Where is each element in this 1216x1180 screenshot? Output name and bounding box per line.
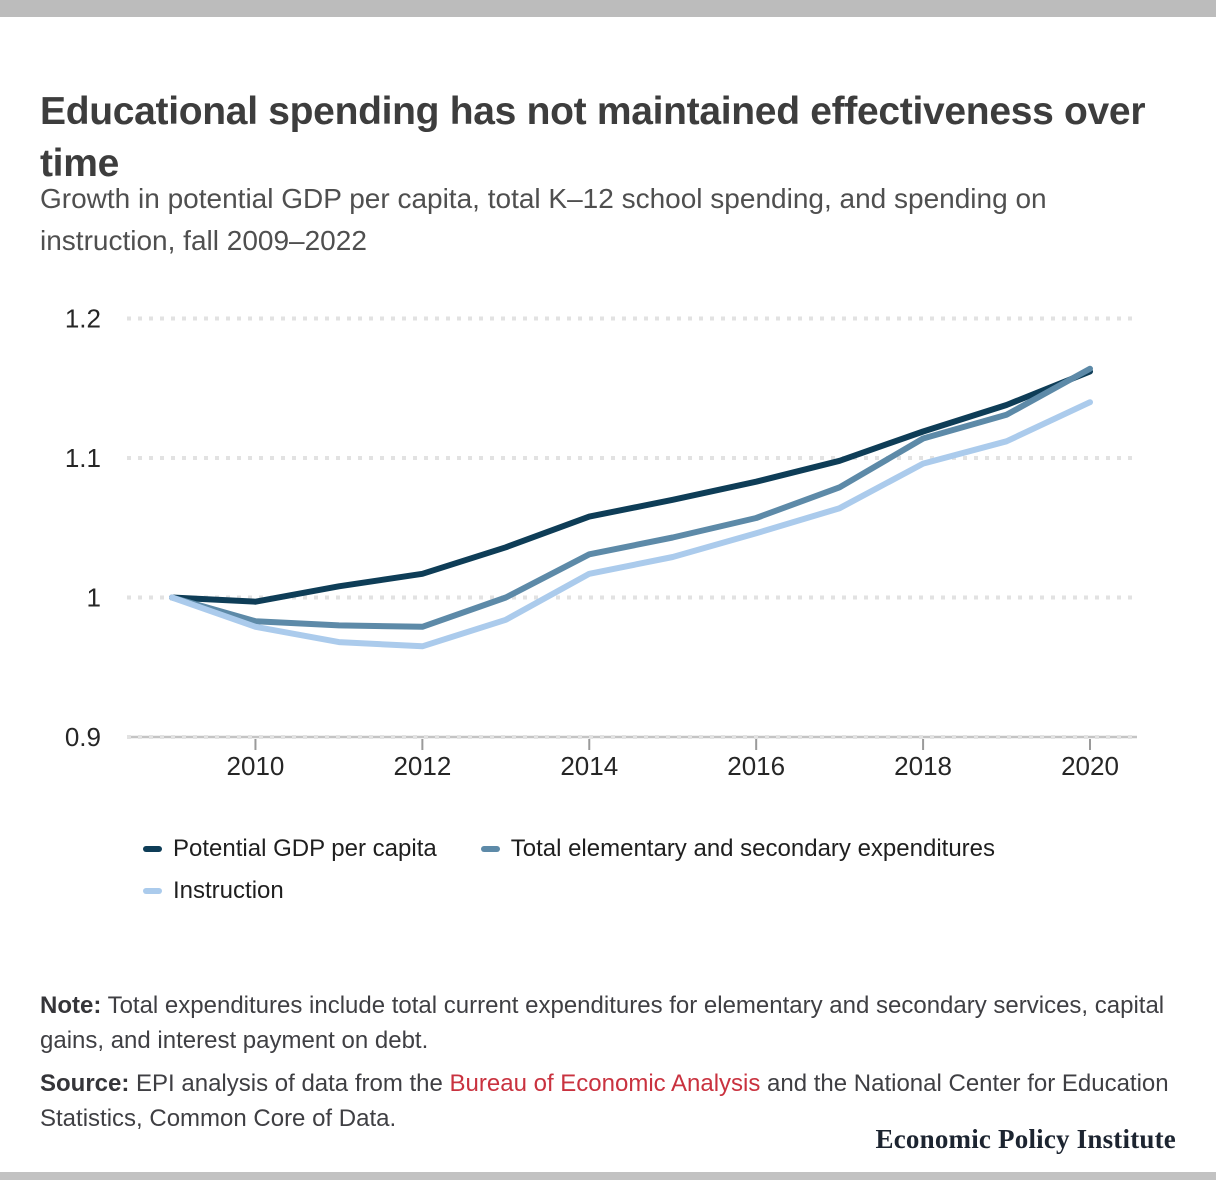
legend-swatch-potential-gdp bbox=[143, 846, 162, 852]
note-text: Note: Total expenditures include total c… bbox=[40, 988, 1176, 1058]
x-axis-label-2018: 2018 bbox=[894, 751, 952, 781]
bottom-divider-bar bbox=[0, 1172, 1216, 1180]
legend-item-potential-gdp: Potential GDP per capita bbox=[143, 834, 437, 864]
source-text: Source: EPI analysis of data from the Bu… bbox=[40, 1066, 1176, 1136]
note-label: Note: bbox=[40, 992, 102, 1019]
source-link-bureau-of-economic-analysis[interactable]: Bureau of Economic Analysis bbox=[449, 1070, 761, 1097]
x-axis-label-2012: 2012 bbox=[393, 751, 451, 781]
y-axis-label-1: 1 bbox=[87, 583, 101, 613]
legend-item-total-expenditures: Total elementary and secondary expenditu… bbox=[480, 834, 996, 864]
x-axis-label-2016: 2016 bbox=[727, 751, 785, 781]
y-axis-label-1-1: 1.1 bbox=[65, 443, 101, 473]
legend-label-potential-gdp: Potential GDP per capita bbox=[173, 835, 437, 862]
legend-swatch-total-expenditures bbox=[480, 846, 500, 852]
x-axis-label-2010: 2010 bbox=[227, 751, 285, 781]
source-label: Source: bbox=[40, 1070, 130, 1097]
chart-legend: Potential GDP per capita Total elementar… bbox=[143, 834, 1108, 918]
chart-subtitle: Growth in potential GDP per capita, tota… bbox=[40, 183, 1047, 256]
series-line-total-elementary-and-secondary-expenditures bbox=[169, 365, 1093, 630]
legend-item-instruction: Instruction bbox=[143, 876, 284, 906]
x-axis-label-2014: 2014 bbox=[560, 751, 618, 781]
series-line-instruction bbox=[169, 399, 1093, 650]
page-title: Educational spending has not maintained … bbox=[40, 90, 1146, 186]
note-body: Total expenditures include total current… bbox=[40, 992, 1165, 1054]
source-before-link: EPI analysis of data from the bbox=[136, 1070, 450, 1097]
source-after-link: and the National Center for Education St… bbox=[40, 1070, 1169, 1132]
y-axis-label-1-2: 1.2 bbox=[65, 304, 101, 334]
series-line-potential-gdp-per-capita bbox=[169, 368, 1093, 605]
line-chart: 1.2 1.1 1 0.9 2010 2012 2014 2016 2018 2020 bbox=[65, 304, 1137, 781]
legend-swatch-instruction bbox=[143, 888, 162, 894]
y-axis-label-0-9: 0.9 bbox=[65, 722, 101, 752]
legend-label-instruction: Instruction bbox=[173, 877, 284, 904]
epi-logo-text: Economic Policy Institute bbox=[875, 1124, 1176, 1154]
legend-label-total-expenditures: Total elementary and secondary expenditu… bbox=[510, 835, 996, 862]
x-axis-label-2020: 2020 bbox=[1061, 751, 1119, 781]
top-divider-bar bbox=[0, 0, 1216, 17]
